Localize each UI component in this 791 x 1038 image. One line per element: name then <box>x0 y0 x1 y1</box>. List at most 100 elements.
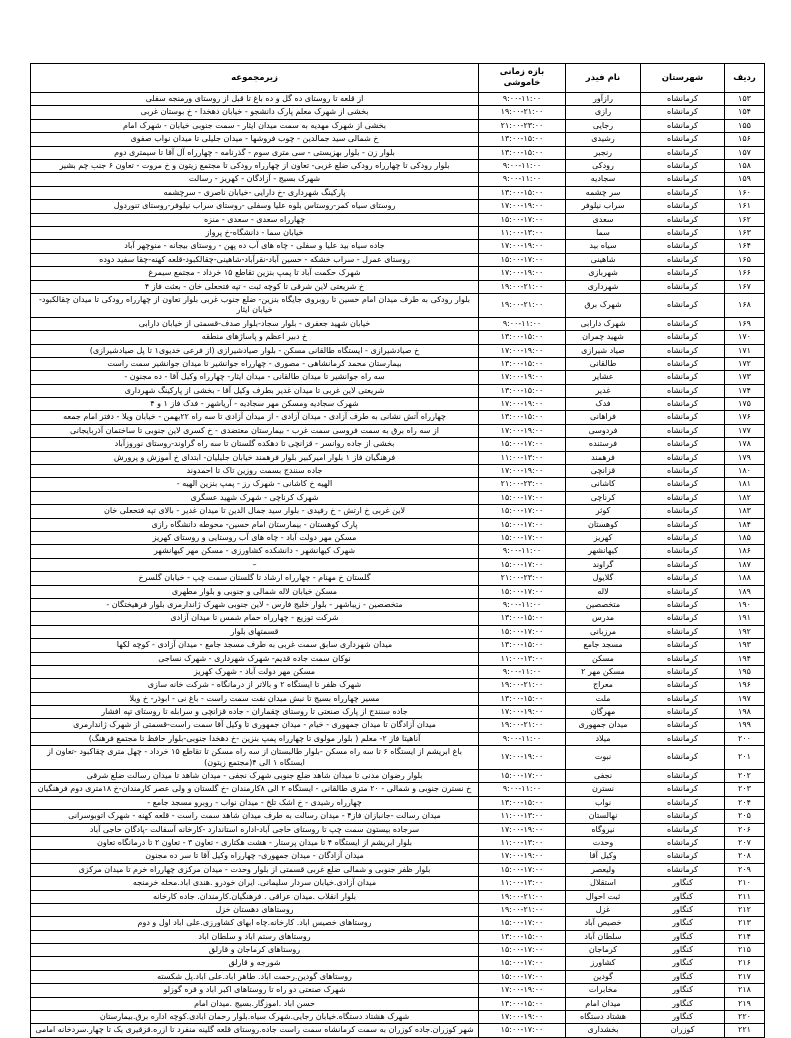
cell-subarea: بلوار ظفر جنوبی و شمالی ضلع غربی قسمتی ا… <box>30 862 479 878</box>
cell-subarea: شریعتی لاین غربی تا میدان غدیر بطرف وکیل… <box>30 383 479 399</box>
cell-feeder-name: سلطان آباد <box>565 929 641 945</box>
cell-row-number: ۱۸۶ <box>724 544 765 559</box>
table-row: ۲۰۷ کرمانشاه وحدت ۱۱:۰۰-۱۳:۰۰ بلوار ابری… <box>30 835 765 851</box>
table-row: ۲۲۰ کنگاور هشتاد دستگاه ۱۷:۰۰-۱۹:۰۰ شهرک… <box>30 1010 765 1025</box>
cell-feeder-name: فرستنده <box>565 437 641 452</box>
cell-subarea: آناهیتا فاز ۲- معلم ( بلوار مولوی تا چها… <box>30 731 479 747</box>
cell-row-number: ۱۷۵ <box>724 397 765 412</box>
cell-row-number: ۱۸۱ <box>724 477 765 492</box>
table-row: ۱۶۲ کرمانشاه سعدی ۱۵:۰۰-۱۷:۰۰ چهارراه سع… <box>30 212 765 228</box>
cell-feeder-name: شهرک برق <box>565 292 641 318</box>
cell-county: کنگاور <box>640 943 725 958</box>
cell-feeder-name: طالقانی <box>565 356 641 372</box>
table-row: ۱۶۰ کرمانشاه سر چشمه ۱۳:۰۰-۱۵:۰۰ پارکینگ… <box>30 185 765 201</box>
cell-feeder-name: شاهینی <box>565 252 641 268</box>
cell-subarea: شرکت توزیع - چهارراه حمام شمس تا میدان آ… <box>30 611 479 626</box>
cell-outage-time-range: ۱۷:۰۰-۱۹:۰۰ <box>478 239 566 254</box>
table-row: ۲۰۲ کرمانشاه نجفی ۱۵:۰۰-۱۷:۰۰ بلوار رضوا… <box>30 769 765 784</box>
cell-feeder-name: کوثر <box>565 504 641 519</box>
cell-feeder-name: نهالستان <box>565 809 641 824</box>
cell-outage-time-range: ۱۹:۰۰-۲۱:۰۰ <box>478 902 566 918</box>
cell-outage-time-range: ۱۳:۰۰-۱۵:۰۰ <box>478 996 566 1012</box>
cell-row-number: ۱۹۵ <box>724 664 765 680</box>
cell-outage-time-range: ۱۳:۰۰-۱۵:۰۰ <box>478 330 566 345</box>
cell-county: کرمانشاه <box>640 397 725 412</box>
cell-row-number: ۱۶۹ <box>724 316 765 332</box>
cell-row-number: ۱۶۷ <box>724 279 765 294</box>
header-row-number: ردیف <box>724 62 765 94</box>
cell-outage-time-range: ۱۵:۰۰-۱۷:۰۰ <box>478 956 566 971</box>
cell-row-number: ۲۱۷ <box>724 969 765 985</box>
cell-subarea: فرهنگیان فاز ۱ بلوار امیرکبیر بلوار فرهم… <box>30 450 479 466</box>
cell-county: کرمانشاه <box>640 584 725 599</box>
table-row: ۱۶۹ کرمانشاه شهرک دارابی ۹:۰۰-۱۱:۰۰ خیاب… <box>30 316 765 332</box>
table-row: ۱۹۴ کرمانشاه مسکن ۱۱:۰۰-۱۳:۰۰ نوکان سمت … <box>30 651 765 666</box>
cell-outage-time-range: ۱۷:۰۰-۱۹:۰۰ <box>478 199 566 214</box>
cell-outage-time-range: ۱۵:۰۰-۱۷:۰۰ <box>478 517 566 532</box>
cell-feeder-name: کهریز <box>565 530 641 546</box>
cell-feeder-name: کرماجان <box>565 943 641 958</box>
cell-row-number: ۱۷۳ <box>724 370 765 385</box>
cell-row-number: ۲۱۹ <box>724 996 765 1012</box>
cell-county: کرمانشاه <box>640 410 725 425</box>
cell-row-number: ۱۹۳ <box>724 638 765 653</box>
cell-county: کرمانشاه <box>640 159 725 174</box>
cell-row-number: ۱۸۵ <box>724 530 765 546</box>
cell-subarea: میدان رسالت -جانبازان فاز۴ - میدان رسالت… <box>30 809 479 824</box>
cell-row-number: ۱۵۴ <box>724 105 765 120</box>
cell-row-number: ۲۰۴ <box>724 795 765 811</box>
cell-subarea: روستاهای کرماجان و قارلق <box>30 943 479 958</box>
header-outage-time-range: بازه زمانی خاموشی <box>478 62 566 94</box>
cell-outage-time-range: ۱۷:۰۰-۱۹:۰۰ <box>478 370 566 385</box>
cell-subarea: بلوار رضوان مدنی تا میدان شاهد ضلع جنوبی… <box>30 769 479 784</box>
cell-row-number: ۱۸۳ <box>724 504 765 519</box>
cell-subarea: خ شمالی سید جمالدین - چوب فروشها - میدان… <box>30 132 479 147</box>
cell-county: کرمانشاه <box>640 199 725 214</box>
cell-outage-time-range: ۱۱:۰۰-۱۳:۰۰ <box>478 651 566 666</box>
table-row: ۱۶۳ کرمانشاه سما ۱۱:۰۰-۱۳:۰۰ خیابان سما … <box>30 225 765 241</box>
cell-county: کرمانشاه <box>640 252 725 268</box>
cell-outage-time-range: ۲۱:۰۰-۲۳:۰۰ <box>478 477 566 492</box>
cell-county: کنگاور <box>640 956 725 971</box>
cell-subarea: مسکن مهر دولت آباد - چاه های آب روستایی … <box>30 530 479 546</box>
table-row: ۲۱۶ کنگاور کشاورز ۱۵:۰۰-۱۷:۰۰ شورجه و قا… <box>30 956 765 971</box>
cell-feeder-name: رازی <box>565 105 641 120</box>
table-row: ۱۷۲ کرمانشاه طالقانی ۱۳:۰۰-۱۵:۰۰ بیمارست… <box>30 356 765 372</box>
cell-subarea: چهارراه آتش نشانی به طرف آزادی - میدان آ… <box>30 410 479 425</box>
cell-row-number: ۱۹۲ <box>724 624 765 640</box>
cell-row-number: ۱۷۴ <box>724 383 765 399</box>
table-row: ۱۸۵ کرمانشاه کهریز ۱۵:۰۰-۱۷:۰۰ مسکن مهر … <box>30 530 765 546</box>
cell-outage-time-range: ۲۱:۰۰-۲۳:۰۰ <box>478 571 566 586</box>
header-row: ردیف شهرستان نام فیدر بازه زمانی خاموشی … <box>30 62 765 94</box>
cell-row-number: ۱۶۵ <box>724 252 765 268</box>
cell-outage-time-range: ۱۵:۰۰-۱۷:۰۰ <box>478 557 566 573</box>
cell-subarea: سرجاده بیستون سمت چپ تا روستای حاجی آباد… <box>30 822 479 837</box>
cell-feeder-name: گراوند <box>565 557 641 573</box>
cell-feeder-name: مسکن مهر ۲ <box>565 664 641 680</box>
cell-subarea: خیابان شهید جعفری - بلوار سجاد-بلوار صدف… <box>30 316 479 332</box>
cell-outage-time-range: ۱۵:۰۰-۱۷:۰۰ <box>478 943 566 958</box>
cell-feeder-name: نیروگاه <box>565 822 641 837</box>
cell-outage-time-range: ۱۷:۰۰-۱۹:۰۰ <box>478 849 566 864</box>
cell-row-number: ۱۶۳ <box>724 225 765 241</box>
cell-subarea: جاده سنندج بسمت روزین تاک تا احمدوند <box>30 464 479 479</box>
cell-subarea: میدان آزادگان تا میدان جمهوری - خیام - م… <box>30 718 479 733</box>
cell-feeder-name: شهرداری <box>565 279 641 294</box>
cell-county: کرمانشاه <box>640 92 725 107</box>
table-row: ۱۹۸ کرمانشاه مهرگان ۱۷:۰۰-۱۹:۰۰ جاده سنن… <box>30 705 765 720</box>
table-row: ۱۷۹ کرمانشاه فرهمند ۱۱:۰۰-۱۳:۰۰ فرهنگیان… <box>30 450 765 466</box>
cell-county: کرمانشاه <box>640 316 725 332</box>
cell-row-number: ۱۹۱ <box>724 611 765 626</box>
cell-subarea: الهیه خ کاشانی - شهرک رز - پمپ بنزین اله… <box>30 477 479 492</box>
cell-subarea: میدان آزادی.خیابان سردار سلیمانی. ایران … <box>30 876 479 891</box>
cell-feeder-name: فدک <box>565 397 641 412</box>
cell-feeder-name: مخابرات <box>565 983 641 998</box>
cell-feeder-name: وکیل آقا <box>565 849 641 864</box>
cell-feeder-name: فرهمند <box>565 450 641 466</box>
cell-feeder-name: کشاورز <box>565 956 641 971</box>
table-row: ۱۷۴ کرمانشاه غدیر ۱۳:۰۰-۱۵:۰۰ شریعتی لای… <box>30 383 765 399</box>
cell-outage-time-range: ۱۳:۰۰-۱۵:۰۰ <box>478 383 566 399</box>
cell-subarea: خیابان سما - دانشگاه-خ پرواز <box>30 225 479 241</box>
cell-county: کنگاور <box>640 889 725 904</box>
